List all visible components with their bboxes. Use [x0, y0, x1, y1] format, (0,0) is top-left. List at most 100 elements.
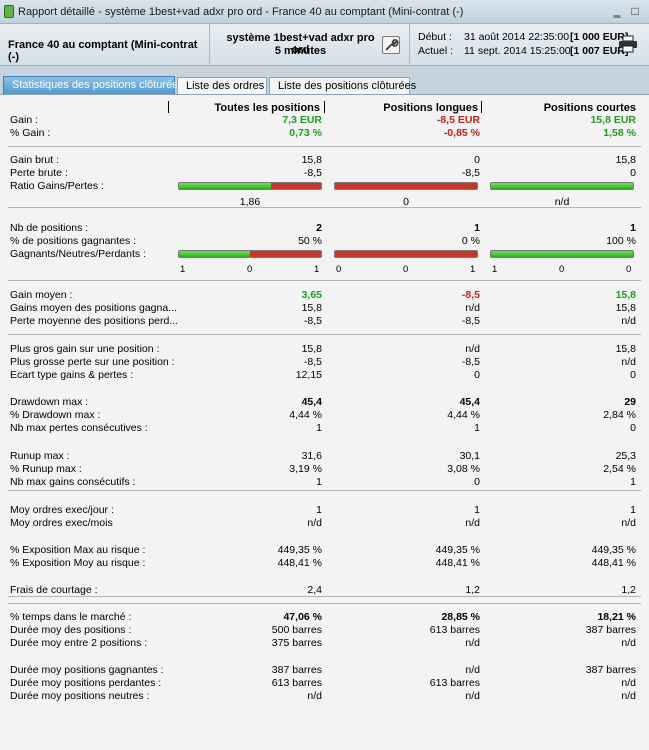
- stat-value: 449,35 %: [591, 544, 636, 556]
- stat-value: n/d: [621, 356, 636, 368]
- stat-label: % Runup max :: [10, 463, 82, 475]
- stat-value: n/d: [307, 690, 322, 702]
- stat-value: 1,58 %: [603, 127, 636, 139]
- stat-value: 613 barres: [429, 677, 480, 689]
- stat-value: 15,8: [615, 154, 636, 166]
- gagnants-neutres-perdants-bar: [178, 250, 322, 258]
- stat-label: Ratio Gains/Pertes :: [10, 180, 104, 192]
- stat-value: 0: [474, 154, 480, 166]
- stat-value: 449,35 %: [435, 544, 480, 556]
- stat-value: n/d: [465, 343, 480, 355]
- bar-gain-fill: [491, 183, 633, 189]
- stat-label: Moy ordres exec/mois: [10, 517, 113, 529]
- stat-value: 0: [474, 369, 480, 381]
- debut-row: Début : 31 août 2014 22:35:00 [1 000 EUR…: [418, 31, 628, 43]
- gnp-tick-label: 0: [247, 264, 253, 275]
- stat-value: 2,54 %: [603, 463, 636, 475]
- stat-label: Gagnants/Neutres/Perdants :: [10, 248, 146, 260]
- debut-label: Début :: [418, 31, 452, 43]
- bar-gain-fill: [179, 183, 272, 189]
- actuel-label: Actuel :: [418, 45, 454, 57]
- system-timeframe: 5 minutes: [274, 45, 327, 57]
- maximize-icon[interactable]: □: [631, 4, 639, 18]
- section-divider: [8, 280, 641, 281]
- stat-value: -8,5: [461, 289, 480, 301]
- stat-value: 15,8: [615, 289, 636, 301]
- stat-value: 1: [630, 476, 636, 488]
- stat-label: Durée moy positions neutres :: [10, 690, 150, 702]
- stat-value: n/d: [465, 664, 480, 676]
- section-divider: [8, 603, 641, 604]
- stat-value: 2: [316, 222, 322, 234]
- stat-label: Nb max gains consécutifs :: [10, 476, 136, 488]
- stat-label: Frais de courtage :: [10, 584, 98, 596]
- ratio-gains-pertes-bar: [490, 182, 634, 190]
- stat-value: 15,8: [301, 154, 322, 166]
- ratio-gains-pertes-bar: [334, 182, 478, 190]
- actuel-date: 11 sept. 2014 15:25:00: [464, 45, 571, 57]
- stat-label: % Drawdown max :: [10, 409, 101, 421]
- ratio-gains-pertes-bar: [178, 182, 322, 190]
- stat-value: 1: [474, 422, 480, 434]
- stat-value: 1: [474, 222, 480, 234]
- minimize-icon[interactable]: ‗: [613, 4, 621, 18]
- stat-value: 387 barres: [271, 664, 322, 676]
- stat-label: Durée moy positions perdantes :: [10, 677, 162, 689]
- wrench-icon[interactable]: [382, 36, 400, 54]
- stat-value: 1: [316, 504, 322, 516]
- gagnants-neutres-perdants-bar: [334, 250, 478, 258]
- stat-value: 2,84 %: [603, 409, 636, 421]
- stat-value: n/d: [465, 637, 480, 649]
- stat-label: Perte moyenne des positions perd...: [10, 315, 179, 327]
- col-header-short: Positions courtes: [543, 102, 636, 114]
- column-separator: [168, 101, 169, 113]
- stat-label: % de positions gagnantes :: [10, 235, 137, 247]
- ratio-value: 0: [403, 196, 409, 208]
- statistics-panel: Toutes les positions Positions longues P…: [0, 94, 649, 750]
- section-divider: [8, 596, 641, 597]
- actuel-row: Actuel : 11 sept. 2014 15:25:00 [1 007 E…: [418, 45, 628, 57]
- stat-value: 2,4: [307, 584, 322, 596]
- stat-value: -8,5 EUR: [436, 114, 480, 126]
- stat-label: Plus grosse perte sur une position :: [10, 356, 175, 368]
- stat-value: 4,44 %: [289, 409, 322, 421]
- stat-label: Durée moy des positions :: [10, 624, 132, 636]
- bar-win-fill: [491, 251, 633, 257]
- stat-value: 50 %: [298, 235, 322, 247]
- tab-bar: Statistiques des positions clôturées Lis…: [0, 66, 649, 95]
- stat-value: 1,2: [621, 584, 636, 596]
- stat-value: 1: [316, 476, 322, 488]
- stat-value: 500 barres: [271, 624, 322, 636]
- tab-statistiques[interactable]: Statistiques des positions clôturées: [3, 76, 184, 95]
- stat-label: Drawdown max :: [10, 396, 89, 408]
- actuel-capital: [1 007 EUR]: [570, 45, 629, 57]
- app-icon: [4, 5, 14, 18]
- printer-icon[interactable]: [618, 35, 638, 53]
- instrument-name: France 40 au comptant (Mini-contrat (-): [8, 39, 198, 63]
- stat-value: 47,06 %: [283, 611, 322, 623]
- stat-value: 449,35 %: [277, 544, 322, 556]
- stat-value: 29: [624, 396, 636, 408]
- report-header: France 40 au comptant (Mini-contrat (-) …: [0, 24, 649, 66]
- stat-value: 448,41 %: [277, 557, 322, 569]
- system-name: système 1best+vad adxr pro ord: [226, 32, 375, 56]
- tab-liste-ordres[interactable]: Liste des ordres: [177, 77, 267, 95]
- stat-label: Gain brut :: [10, 154, 60, 166]
- stat-value: -8,5: [461, 315, 480, 327]
- section-divider: [8, 146, 641, 147]
- stat-value: 3,65: [301, 289, 322, 301]
- stat-label: Runup max :: [10, 450, 70, 462]
- stat-label: % Exposition Max au risque :: [10, 544, 146, 556]
- column-separator: [481, 101, 482, 113]
- stat-value: n/d: [307, 517, 322, 529]
- stat-value: -8,5: [461, 356, 480, 368]
- stat-label: Ecart type gains & pertes :: [10, 369, 134, 381]
- window-titlebar: Rapport détaillé - système 1best+vad adx…: [0, 0, 649, 24]
- stat-value: 0: [630, 422, 636, 434]
- stat-value: -0,85 %: [443, 127, 480, 139]
- stat-value: 1: [630, 504, 636, 516]
- tab-liste-positions[interactable]: Liste des positions clôturées: [269, 77, 416, 95]
- stat-label: Gain moyen :: [10, 289, 73, 301]
- stat-value: n/d: [621, 315, 636, 327]
- dates-cell: Début : 31 août 2014 22:35:00 [1 000 EUR…: [410, 24, 649, 66]
